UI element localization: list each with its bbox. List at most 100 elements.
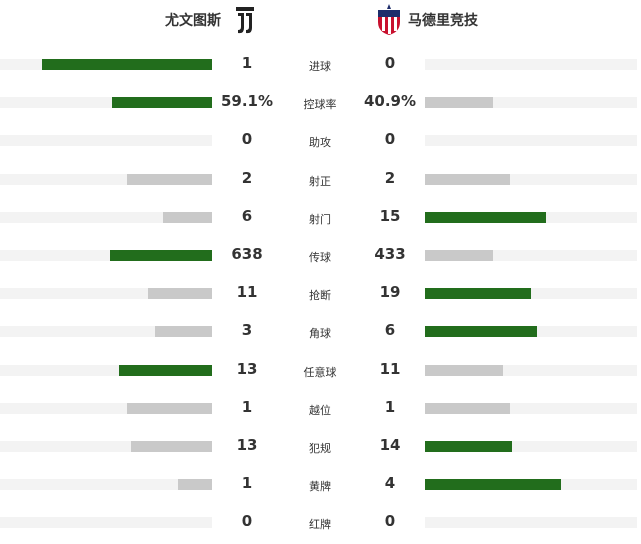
stat-label: 控球率 xyxy=(303,98,337,112)
home-bar-track xyxy=(0,517,212,529)
home-stat-bar xyxy=(42,59,212,70)
stat-label: 犯规 xyxy=(309,441,331,455)
home-bar-track xyxy=(0,440,212,452)
home-stat-bar xyxy=(127,402,212,414)
away-stat-value: 6 xyxy=(384,321,396,340)
home-bar-track xyxy=(0,479,212,491)
stat-row: 0 红牌 0 xyxy=(0,506,641,544)
home-stat-bar xyxy=(178,479,212,491)
home-bar-track xyxy=(0,249,212,261)
stat-label: 角球 xyxy=(309,327,331,341)
away-stat-bar xyxy=(425,440,512,452)
stat-row: 1 越位 1 xyxy=(0,392,641,430)
home-stat-value: 3 xyxy=(241,321,253,340)
stat-label: 传球 xyxy=(309,250,331,264)
juventus-crest-icon xyxy=(236,7,254,34)
home-stat-bar xyxy=(131,440,212,452)
stat-row: 1 黄牌 4 xyxy=(0,468,641,506)
away-stat-value: 4 xyxy=(384,474,396,493)
away-stat-value: 40.9% xyxy=(363,92,417,111)
stat-row: 3 角球 6 xyxy=(0,315,641,353)
stat-label: 任意球 xyxy=(303,365,337,379)
away-stat-value: 433 xyxy=(374,244,406,263)
stat-label: 越位 xyxy=(309,403,331,417)
away-bar-track xyxy=(425,326,637,338)
home-stat-value: 13 xyxy=(236,435,258,454)
away-stat-bar xyxy=(425,326,537,338)
away-bar-track xyxy=(425,97,637,109)
away-stat-bar xyxy=(425,364,503,376)
away-stat-value: 0 xyxy=(384,512,396,531)
stat-row: 13 任意球 11 xyxy=(0,354,641,392)
home-stat-bar xyxy=(110,249,212,261)
home-stat-value: 1 xyxy=(241,474,253,493)
stat-label: 黄牌 xyxy=(309,480,331,494)
home-stat-value: 13 xyxy=(236,359,258,378)
match-stats-list: 1 进球 0 59.1% 控球率 40.9% 0 助攻 0 2 射正 2 6 射门 15 638 传球 433 11… xyxy=(0,48,641,544)
home-stat-value: 0 xyxy=(241,130,253,149)
away-bar-track xyxy=(425,288,637,300)
away-stat-bar xyxy=(425,97,493,109)
away-bar-track xyxy=(425,402,637,414)
away-stat-bar xyxy=(425,402,510,414)
home-stat-value: 6 xyxy=(241,206,253,225)
home-bar-track xyxy=(0,402,212,414)
away-stat-value: 14 xyxy=(379,435,401,454)
away-bar-track xyxy=(425,517,637,529)
home-team-name: 尤文图斯 xyxy=(165,13,221,29)
home-bar-track xyxy=(0,135,212,147)
home-bar-track xyxy=(0,97,212,109)
away-bar-track xyxy=(425,479,637,491)
home-stat-bar xyxy=(163,211,212,223)
away-bar-track xyxy=(425,173,637,185)
home-bar-track xyxy=(0,59,212,70)
home-bar-track xyxy=(0,173,212,185)
stat-row: 1 进球 0 xyxy=(0,48,641,86)
home-bar-track xyxy=(0,364,212,376)
away-bar-track xyxy=(425,249,637,261)
stat-label: 进球 xyxy=(309,60,331,73)
stat-row: 6 射门 15 xyxy=(0,201,641,239)
away-stat-value: 19 xyxy=(379,283,401,302)
away-stat-value: 1 xyxy=(384,397,396,416)
stat-label: 助攻 xyxy=(309,136,331,150)
atletico-madrid-crest-icon xyxy=(378,4,400,35)
stat-label: 射门 xyxy=(309,212,331,226)
home-stat-bar xyxy=(127,173,212,185)
home-stat-value: 1 xyxy=(241,54,253,72)
home-stat-bar xyxy=(148,288,212,300)
away-bar-track xyxy=(425,364,637,376)
match-header: 尤文图斯 马德里竞技 xyxy=(0,0,641,40)
away-stat-bar xyxy=(425,173,510,185)
away-stat-bar xyxy=(425,249,493,261)
away-bar-track xyxy=(425,211,637,223)
home-stat-value: 0 xyxy=(241,512,253,531)
home-stat-bar xyxy=(112,97,212,109)
home-stat-value: 59.1% xyxy=(220,92,274,111)
stat-label: 射正 xyxy=(309,174,331,188)
away-stat-bar xyxy=(425,288,531,300)
home-stat-value: 1 xyxy=(241,397,253,416)
away-bar-track xyxy=(425,135,637,147)
stat-row: 2 射正 2 xyxy=(0,163,641,201)
home-stat-value: 2 xyxy=(241,168,253,187)
away-stat-value: 0 xyxy=(384,130,396,149)
away-team-name: 马德里竞技 xyxy=(408,13,478,29)
stat-row: 13 犯规 14 xyxy=(0,430,641,468)
stat-row: 11 抢断 19 xyxy=(0,277,641,315)
stat-label: 抢断 xyxy=(309,289,331,303)
away-bar-track xyxy=(425,440,637,452)
home-bar-track xyxy=(0,211,212,223)
away-stat-bar xyxy=(425,211,546,223)
home-bar-track xyxy=(0,288,212,300)
stat-label: 红牌 xyxy=(309,518,331,532)
away-bar-track xyxy=(425,59,637,70)
home-stat-bar xyxy=(119,364,212,376)
home-stat-value: 638 xyxy=(231,244,263,263)
stat-row: 638 传球 433 xyxy=(0,239,641,277)
away-stat-value: 11 xyxy=(379,359,401,378)
home-bar-track xyxy=(0,326,212,338)
away-stat-value: 2 xyxy=(384,168,396,187)
away-stat-bar xyxy=(425,479,561,491)
stat-row: 59.1% 控球率 40.9% xyxy=(0,86,641,124)
